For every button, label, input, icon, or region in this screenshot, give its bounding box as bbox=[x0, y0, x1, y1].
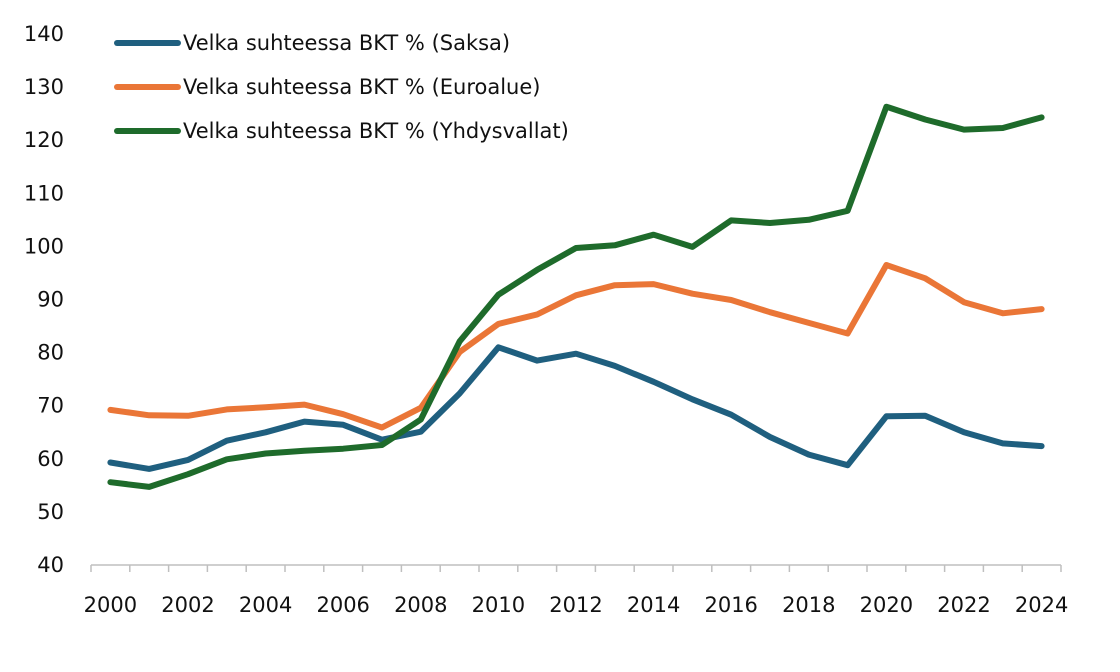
x-tick-label: 2014 bbox=[627, 593, 680, 617]
x-tick-label: 2006 bbox=[316, 593, 369, 617]
y-tick-label: 50 bbox=[37, 500, 64, 524]
x-tick-label: 2000 bbox=[84, 593, 137, 617]
x-tick-label: 2022 bbox=[937, 593, 990, 617]
x-tick-label: 2008 bbox=[394, 593, 447, 617]
y-axis-ticks: 40 50 60 70 80 90 100 110 120 130 140 bbox=[24, 22, 64, 577]
y-tick-label: 130 bbox=[24, 75, 64, 99]
y-tick-label: 80 bbox=[37, 341, 64, 365]
x-tick-label: 2002 bbox=[161, 593, 214, 617]
x-tick-label: 2012 bbox=[549, 593, 602, 617]
series-line-1 bbox=[107, 262, 1045, 431]
x-tick-label: 2004 bbox=[239, 593, 292, 617]
y-tick-label: 110 bbox=[24, 181, 64, 205]
x-tick-label: 2024 bbox=[1015, 593, 1068, 617]
y-tick-label: 70 bbox=[37, 394, 64, 418]
x-tick-label: 2020 bbox=[860, 593, 913, 617]
series-line-2 bbox=[107, 103, 1045, 490]
y-tick-label: 60 bbox=[37, 447, 64, 471]
x-tick-label: 2016 bbox=[704, 593, 757, 617]
y-tick-label: 40 bbox=[37, 553, 64, 577]
x-axis: 2000 2002 2004 2006 2008 2010 2012 2014 2016 2018… bbox=[84, 564, 1068, 617]
series-line-0 bbox=[107, 344, 1045, 472]
legend-label: Velka suhteessa BKT % (Euroalue) bbox=[183, 75, 540, 99]
y-tick-label: 120 bbox=[24, 128, 64, 152]
y-tick-label: 100 bbox=[24, 234, 64, 258]
series-lines bbox=[107, 103, 1045, 490]
legend: Velka suhteessa BKT % (Saksa) Velka suhte… bbox=[114, 31, 569, 143]
x-tick-label: 2010 bbox=[472, 593, 525, 617]
x-tick-label: 2018 bbox=[782, 593, 835, 617]
legend-label: Velka suhteessa BKT % (Saksa) bbox=[183, 31, 510, 55]
y-tick-label: 140 bbox=[24, 22, 64, 46]
legend-label: Velka suhteessa BKT % (Yhdysvallat) bbox=[183, 119, 569, 143]
y-tick-label: 90 bbox=[37, 288, 64, 312]
